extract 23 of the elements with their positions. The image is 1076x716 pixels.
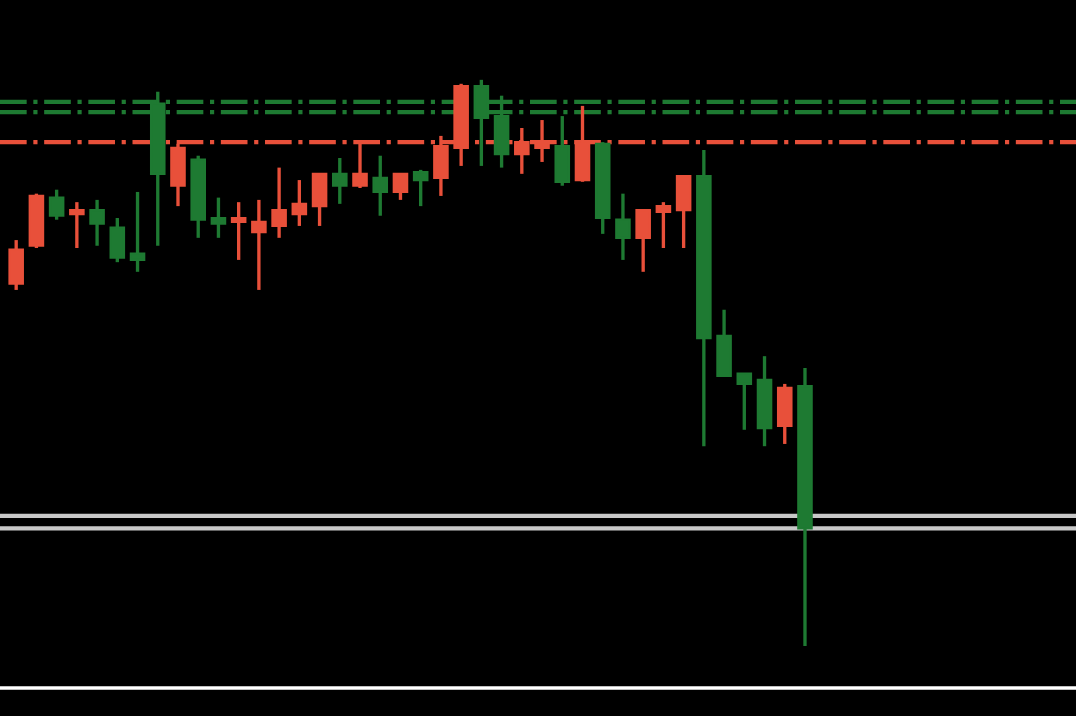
candlestick xyxy=(635,208,651,274)
candlestick xyxy=(615,191,631,262)
candlestick xyxy=(8,238,24,292)
candlestick xyxy=(372,154,389,218)
candlestick xyxy=(311,172,328,228)
candlestick xyxy=(655,200,672,250)
candlestick xyxy=(675,174,692,250)
candlestick xyxy=(129,190,146,274)
candlestick xyxy=(332,156,348,206)
candlestick xyxy=(716,308,732,378)
candlestick xyxy=(109,216,126,264)
candlestick xyxy=(69,200,85,250)
candlestick xyxy=(412,168,429,208)
candlestick xyxy=(48,188,65,222)
candlestick xyxy=(89,198,105,248)
candlestick xyxy=(251,198,267,292)
candlestick xyxy=(210,195,227,240)
candlestick xyxy=(736,372,753,432)
candlestick xyxy=(271,165,287,240)
candlestick xyxy=(230,200,247,262)
candlestick xyxy=(776,382,793,446)
candlestick xyxy=(291,178,308,228)
candlestick xyxy=(392,172,409,202)
